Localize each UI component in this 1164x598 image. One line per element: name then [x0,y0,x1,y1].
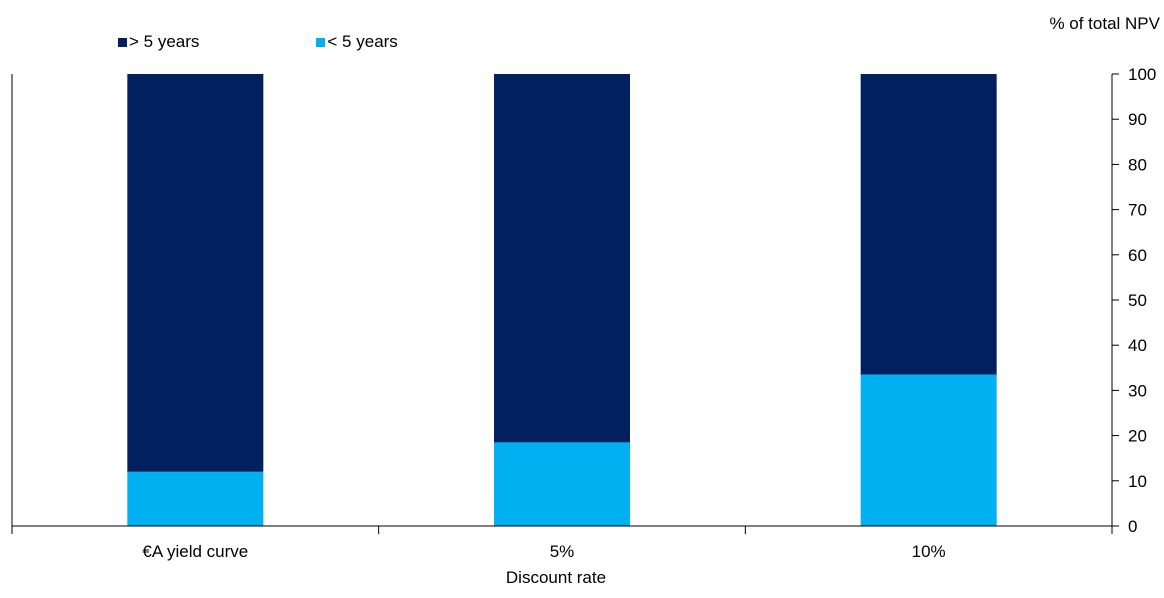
x-axis-title: Discount rate [505,568,607,587]
bar-over-5-years-0 [127,74,264,472]
legend-item-over-5-years: > 5 years [118,32,199,52]
x-tick-label-1: 5% [550,542,575,561]
y-tick-label-100: 100 [1128,65,1156,84]
y-tick-label-40: 40 [1128,336,1147,355]
y-tick-label-0: 0 [1128,517,1137,536]
legend-swatch-under-5-years [316,37,326,47]
y-tick-label-30: 30 [1128,381,1147,400]
y-tick-label-60: 60 [1128,246,1147,265]
x-tick-label-0: €A yield curve [142,542,248,561]
y-tick-label-50: 50 [1128,291,1147,310]
y-tick-label-90: 90 [1128,110,1147,129]
bar-under-5-years-1 [494,442,630,526]
bar-over-5-years-2 [860,74,997,375]
legend-label-over-5-years: > 5 years [129,32,200,51]
y-tick-label-20: 20 [1128,427,1147,446]
legend-label-under-5-years: < 5 years [327,32,398,51]
bar-under-5-years-2 [860,374,997,526]
y-axis-title: % of total NPV [1049,14,1160,33]
legend: > 5 years < 5 years [118,32,398,52]
y-tick-label-70: 70 [1128,201,1147,220]
bar-under-5-years-0 [127,471,264,526]
y-tick-label-80: 80 [1128,155,1147,174]
y-tick-label-10: 10 [1128,472,1147,491]
legend-item-under-5-years: < 5 years [316,32,398,52]
x-tick-label-2: 10% [912,542,946,561]
bar-over-5-years-1 [494,74,630,443]
legend-swatch-over-5-years [118,37,127,47]
